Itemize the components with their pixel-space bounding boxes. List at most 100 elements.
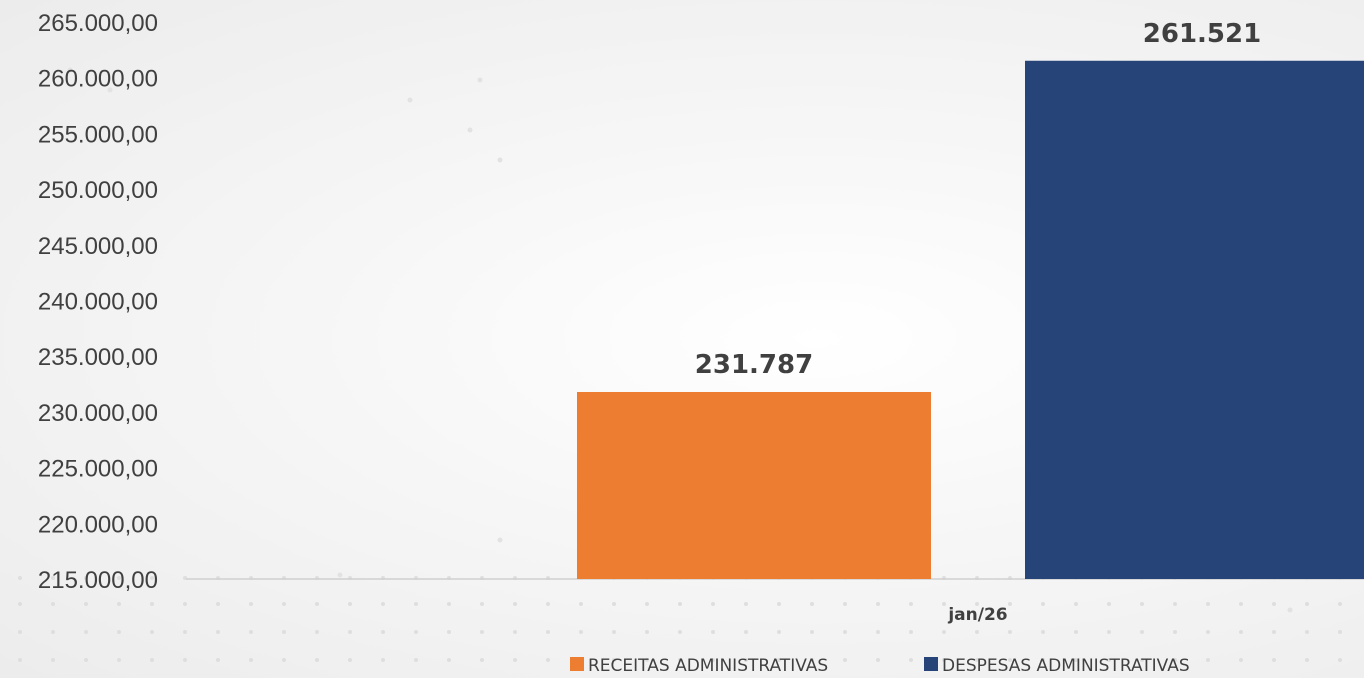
background-dot (348, 602, 352, 606)
background-dot (216, 630, 220, 634)
background-dot (447, 630, 451, 634)
background-dot (150, 602, 154, 606)
background-dot (942, 630, 946, 634)
background-dot (414, 602, 418, 606)
data-label: 261.521 (1143, 19, 1261, 49)
background-dot (381, 602, 385, 606)
background-dot (447, 602, 451, 606)
background-dot (1107, 602, 1111, 606)
background-dot (1140, 630, 1144, 634)
x-axis-categories: jan/26 (947, 605, 1007, 625)
background-dot (612, 630, 616, 634)
background-dot (1287, 607, 1293, 613)
background-dot (348, 630, 352, 634)
background-dot (513, 630, 517, 634)
background-dot (150, 630, 154, 634)
background-dot (975, 630, 979, 634)
background-dot (1107, 658, 1111, 662)
legend-label: DESPESAS ADMINISTRATIVAS (942, 656, 1190, 676)
background-dot (579, 630, 583, 634)
y-tick-label: 225.000,00 (38, 456, 158, 483)
background-dot (282, 602, 286, 606)
background-dot (546, 630, 550, 634)
background-dot (876, 602, 880, 606)
background-dot (51, 630, 55, 634)
background-dot (975, 602, 979, 606)
background-dot (216, 658, 220, 662)
background-dot (315, 630, 319, 634)
background-dot (249, 630, 253, 634)
background-dot (183, 658, 187, 662)
background-dot (909, 658, 913, 662)
background-dot (1272, 658, 1276, 662)
background-dot (282, 658, 286, 662)
background-dot (843, 658, 847, 662)
background-dot (645, 630, 649, 634)
background-dot (1173, 630, 1177, 634)
background-dot (477, 77, 483, 83)
background-dot (744, 630, 748, 634)
background-dot (678, 658, 682, 662)
background-dot (117, 658, 121, 662)
background-dot (414, 658, 418, 662)
background-dot (467, 127, 473, 133)
y-axis: 265.000,00 260.000,00 255.000,00 250.000,00… (38, 10, 158, 594)
background-dot (1008, 630, 1012, 634)
background-dot (480, 602, 484, 606)
y-tick-label: 245.000,00 (38, 233, 158, 260)
background-dot (744, 658, 748, 662)
background-dot (1239, 602, 1243, 606)
y-tick-label: 265.000,00 (38, 10, 158, 37)
y-tick-label: 240.000,00 (38, 289, 158, 316)
background-dot (1338, 658, 1342, 662)
background-dot (612, 602, 616, 606)
background-dot (1305, 658, 1309, 662)
background-dot (1140, 658, 1144, 662)
background-dot (117, 602, 121, 606)
background-dot (414, 630, 418, 634)
background-dot (282, 630, 286, 634)
bar (1025, 60, 1364, 580)
background-dot (107, 87, 113, 93)
background-dot (1206, 630, 1210, 634)
background-dot (447, 658, 451, 662)
data-labels: 231.787 261.521 (695, 19, 1261, 380)
background-dot (1008, 658, 1012, 662)
background-dot (645, 658, 649, 662)
background-dot (810, 602, 814, 606)
background-dot (1206, 658, 1210, 662)
background-dot (1041, 658, 1045, 662)
background-dot (51, 658, 55, 662)
background-dot (407, 97, 413, 103)
background-dot (777, 630, 781, 634)
background-dot (216, 602, 220, 606)
background-dot (711, 602, 715, 606)
background-dot (18, 602, 22, 606)
background-dot (1338, 602, 1342, 606)
background-dot (1074, 630, 1078, 634)
background-dot (1041, 602, 1045, 606)
background-dot (909, 602, 913, 606)
background-dot (1239, 658, 1243, 662)
background-dot (678, 602, 682, 606)
background-dot (84, 576, 88, 580)
background-dot (315, 658, 319, 662)
background-dot (1074, 602, 1078, 606)
background-dot (711, 658, 715, 662)
background-dot (1206, 602, 1210, 606)
background-dot (480, 658, 484, 662)
background-dot (612, 658, 616, 662)
background-dot (711, 630, 715, 634)
background-dot (18, 576, 22, 580)
y-tick-label: 215.000,00 (38, 567, 158, 594)
background-dot (1305, 602, 1309, 606)
background-dot (1272, 602, 1276, 606)
background-dot (513, 658, 517, 662)
background-dot (67, 67, 73, 73)
bar (577, 391, 931, 579)
background-dot (1272, 630, 1276, 634)
background-dot (975, 658, 979, 662)
background-dot (843, 630, 847, 634)
x-category-label: jan/26 (947, 605, 1007, 625)
